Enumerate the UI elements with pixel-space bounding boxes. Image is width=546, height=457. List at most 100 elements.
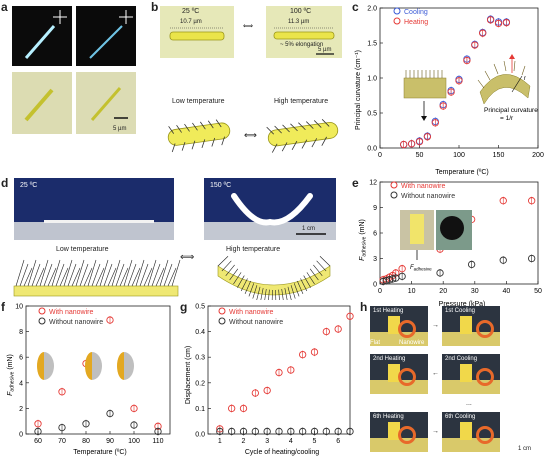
- panel-h-arrow: →: [432, 322, 439, 329]
- data-point: [58, 423, 66, 432]
- panel-c-inset-curved: r: [477, 54, 531, 105]
- data-point: [275, 368, 283, 377]
- legend-without-marker: [390, 191, 398, 199]
- legend-with-label: With nanowire: [49, 309, 93, 316]
- nanowire: [313, 264, 323, 276]
- y-tick-label: 4: [19, 380, 23, 387]
- nanowire: [155, 267, 165, 287]
- nanowire: [135, 259, 145, 287]
- legend-with-marker: [390, 181, 398, 189]
- data-point: [310, 348, 319, 356]
- nanowire: [225, 264, 235, 276]
- nanowire: [55, 263, 65, 287]
- nanowire: [233, 272, 242, 285]
- data-point: [322, 427, 330, 436]
- nanowire: [240, 278, 248, 292]
- data-point: [239, 404, 248, 413]
- data-point: [407, 140, 416, 148]
- panel-f-xlabel: Temperature (ºC): [73, 449, 127, 456]
- x-tick-label: 90: [106, 438, 114, 445]
- data-point: [82, 420, 90, 428]
- x-tick-label: 80: [82, 438, 90, 445]
- y-tick-label: 12: [369, 180, 377, 187]
- y-tick-label: 1.5: [367, 41, 377, 48]
- panel-d-reversible-arrow: ⟺: [180, 252, 195, 263]
- panel-h-nanowire: Nanowire: [399, 340, 425, 346]
- panel-b-right-temp: 100 ºC: [290, 8, 312, 15]
- panel-c-label: c: [352, 0, 359, 14]
- legend-with-label: With nanowire: [229, 309, 273, 316]
- data-point: [471, 41, 479, 49]
- data-point: [275, 427, 283, 436]
- nanowire: [31, 263, 41, 287]
- x-tick-label: 200: [532, 152, 544, 159]
- legend-with-label: With nanowire: [401, 183, 445, 190]
- y-tick-label: 9: [373, 205, 377, 212]
- data-point: [423, 133, 432, 141]
- panel-b-high-temp: High temperature: [274, 98, 329, 105]
- nanowire: [278, 289, 280, 300]
- x-tick-label: 3: [265, 438, 269, 445]
- x-tick-label: 2: [242, 438, 246, 445]
- nanowire: [167, 267, 177, 287]
- data-point: [299, 427, 307, 436]
- legend-without-label: Without nanowire: [49, 319, 103, 326]
- nanowire: [67, 263, 77, 287]
- y-tick-label: 0.3: [195, 355, 205, 362]
- panel-b-nanowire-schematics: ⟺: [167, 119, 339, 153]
- panel-a-scalebar: 5 µm: [113, 126, 127, 132]
- legend-with-marker: [218, 307, 226, 315]
- panel-d-low-temp: Low temperature: [56, 246, 109, 253]
- data-point: [310, 427, 319, 436]
- data-point: [130, 421, 138, 429]
- legend-cooling-label: Cooling: [404, 9, 428, 16]
- panel-a-image-dark-2: [76, 6, 136, 66]
- panel-e-ylabel: Fadhesive (mN): [359, 219, 368, 261]
- data-point: [431, 119, 439, 127]
- panel-h-photo: 2nd Heating: [370, 354, 428, 394]
- panel-h-ellipsis: ...: [466, 400, 472, 407]
- x-tick-label: 6: [336, 438, 340, 445]
- data-point: [346, 312, 354, 320]
- nanowire: [63, 259, 73, 287]
- y-tick-label: 8: [19, 329, 23, 336]
- data-point: [322, 327, 330, 336]
- data-point: [228, 427, 236, 436]
- x-tick-label: 0: [378, 288, 382, 295]
- legend-without-marker: [38, 317, 46, 325]
- x-tick-label: 60: [34, 438, 42, 445]
- data-point: [528, 197, 536, 205]
- nanowire: [303, 275, 311, 288]
- x-tick-label: 50: [534, 288, 542, 295]
- data-point: [400, 140, 408, 149]
- nanowire: [43, 263, 53, 287]
- data-point: [334, 325, 342, 333]
- panel-h-photo-label: 6th Heating: [373, 414, 404, 420]
- data-point: [502, 19, 511, 27]
- y-tick-label: 0.5: [195, 304, 205, 311]
- nanowire: [252, 285, 258, 299]
- x-tick-label: 5: [313, 438, 317, 445]
- y-tick-label: 0.2: [195, 380, 205, 387]
- nanowire: [171, 259, 181, 287]
- nanowire: [39, 259, 49, 287]
- panel-c-xlabel: Temperature (ºC): [435, 169, 489, 176]
- legend-without-label: Without nanowire: [229, 319, 283, 326]
- x-tick-label: 70: [58, 438, 66, 445]
- y-tick-label: 0.5: [367, 111, 377, 118]
- nanowire: [127, 263, 137, 287]
- data-point: [287, 427, 295, 436]
- nanowire: [293, 283, 300, 297]
- data-point: [398, 272, 406, 281]
- nanowire: [248, 283, 255, 297]
- y-tick-label: 2: [19, 406, 23, 413]
- panel-b-image-100c: 100 ºC 11.3 µm ~ 5% elongation 5 µm: [266, 6, 342, 58]
- nanowire: [51, 259, 61, 287]
- nanowire: [99, 259, 109, 287]
- data-point: [228, 404, 236, 413]
- panel-b-reversible-arrow: ⟺: [243, 23, 254, 30]
- data-point: [447, 88, 455, 96]
- panel-b-elongation: ~ 5% elongation: [280, 42, 324, 48]
- panel-c-radius-label: r: [524, 76, 526, 82]
- nanowire: [115, 263, 125, 287]
